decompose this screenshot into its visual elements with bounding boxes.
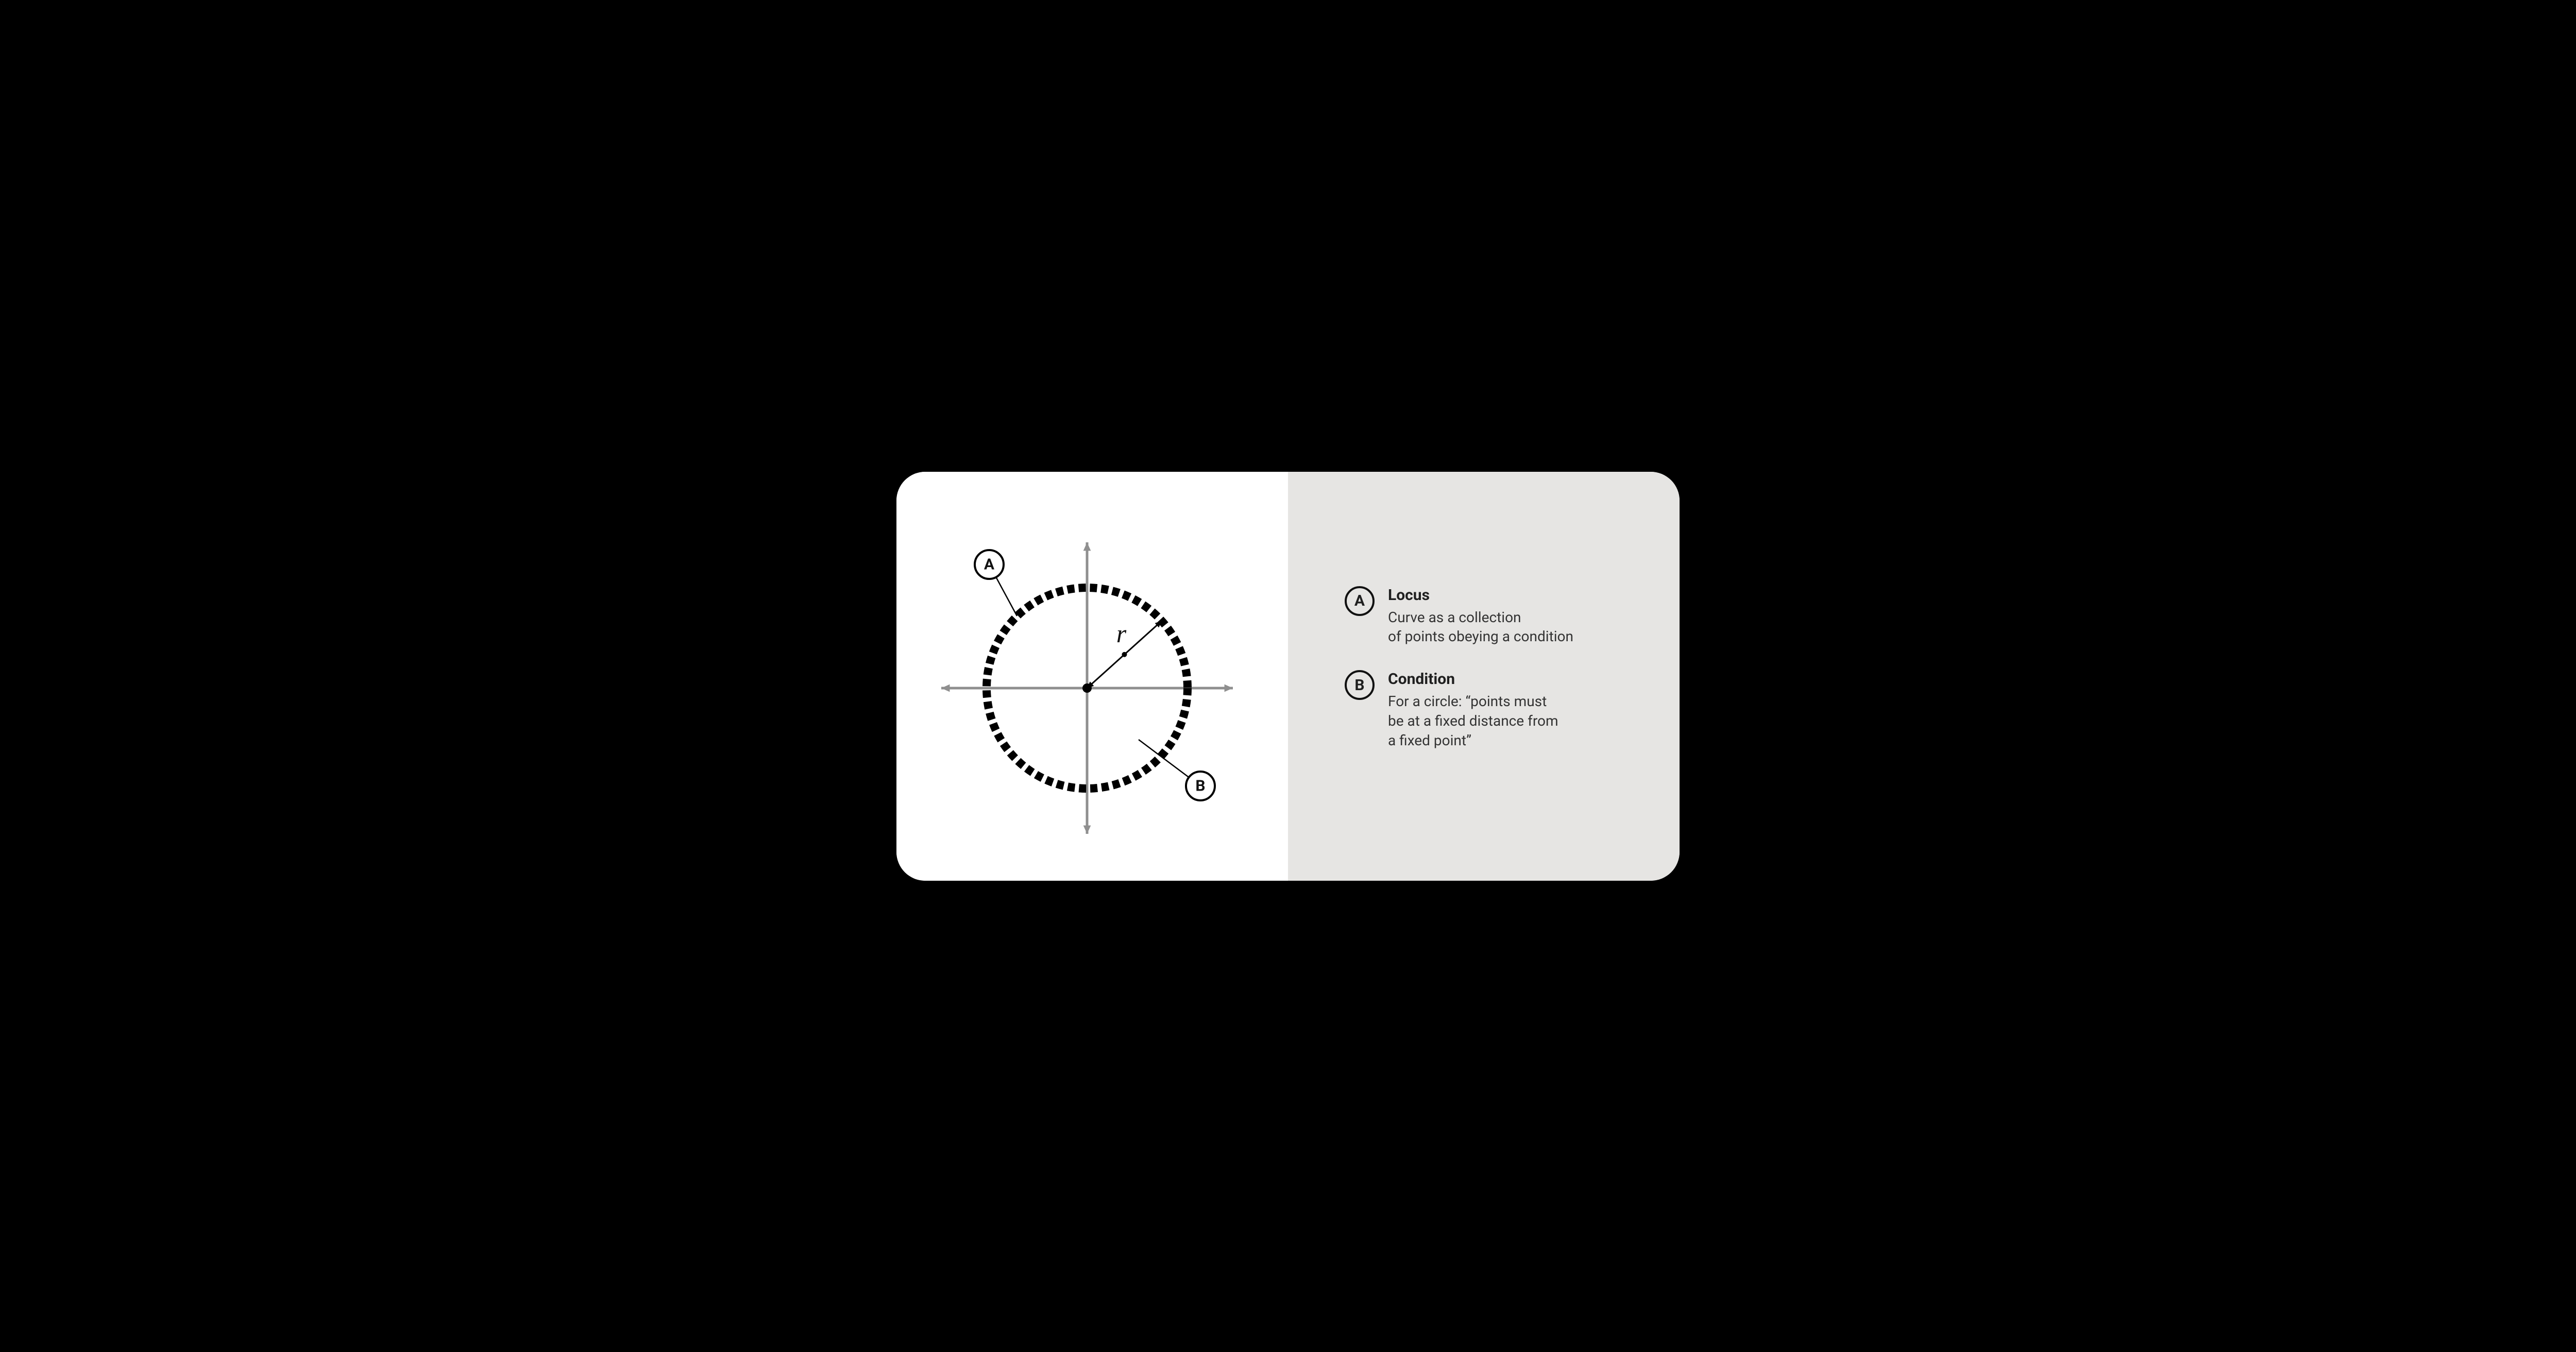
- legend-desc: For a circle: “points mustbe at a fixed …: [1388, 692, 1558, 750]
- locus-diagram: r A B: [896, 472, 1288, 881]
- legend-title: Locus: [1388, 586, 1573, 605]
- legend-badge-a: A: [1345, 586, 1375, 616]
- legend-item: B Condition For a circle: “points mustbe…: [1345, 669, 1573, 750]
- svg-text:B: B: [1195, 777, 1205, 795]
- legend-item: A Locus Curve as a collectionof points o…: [1345, 585, 1573, 647]
- legend-badge-b: B: [1345, 670, 1375, 700]
- svg-text:r: r: [1116, 619, 1127, 647]
- legend-title: Condition: [1388, 670, 1558, 689]
- legend-text: Condition For a circle: “points mustbe a…: [1388, 669, 1558, 750]
- legend-badge-letter: A: [1354, 592, 1365, 610]
- legend-panel: A Locus Curve as a collectionof points o…: [1288, 472, 1680, 881]
- card: r A B A Locus Curve as a collectionof poin…: [896, 472, 1680, 881]
- diagram-panel: r A B: [896, 472, 1288, 881]
- legend-text: Locus Curve as a collectionof points obe…: [1388, 585, 1573, 647]
- legend-desc: Curve as a collectionof points obeying a…: [1388, 608, 1573, 647]
- legend-badge-letter: B: [1354, 676, 1364, 694]
- legend: A Locus Curve as a collectionof points o…: [1345, 585, 1573, 773]
- svg-text:A: A: [984, 555, 995, 573]
